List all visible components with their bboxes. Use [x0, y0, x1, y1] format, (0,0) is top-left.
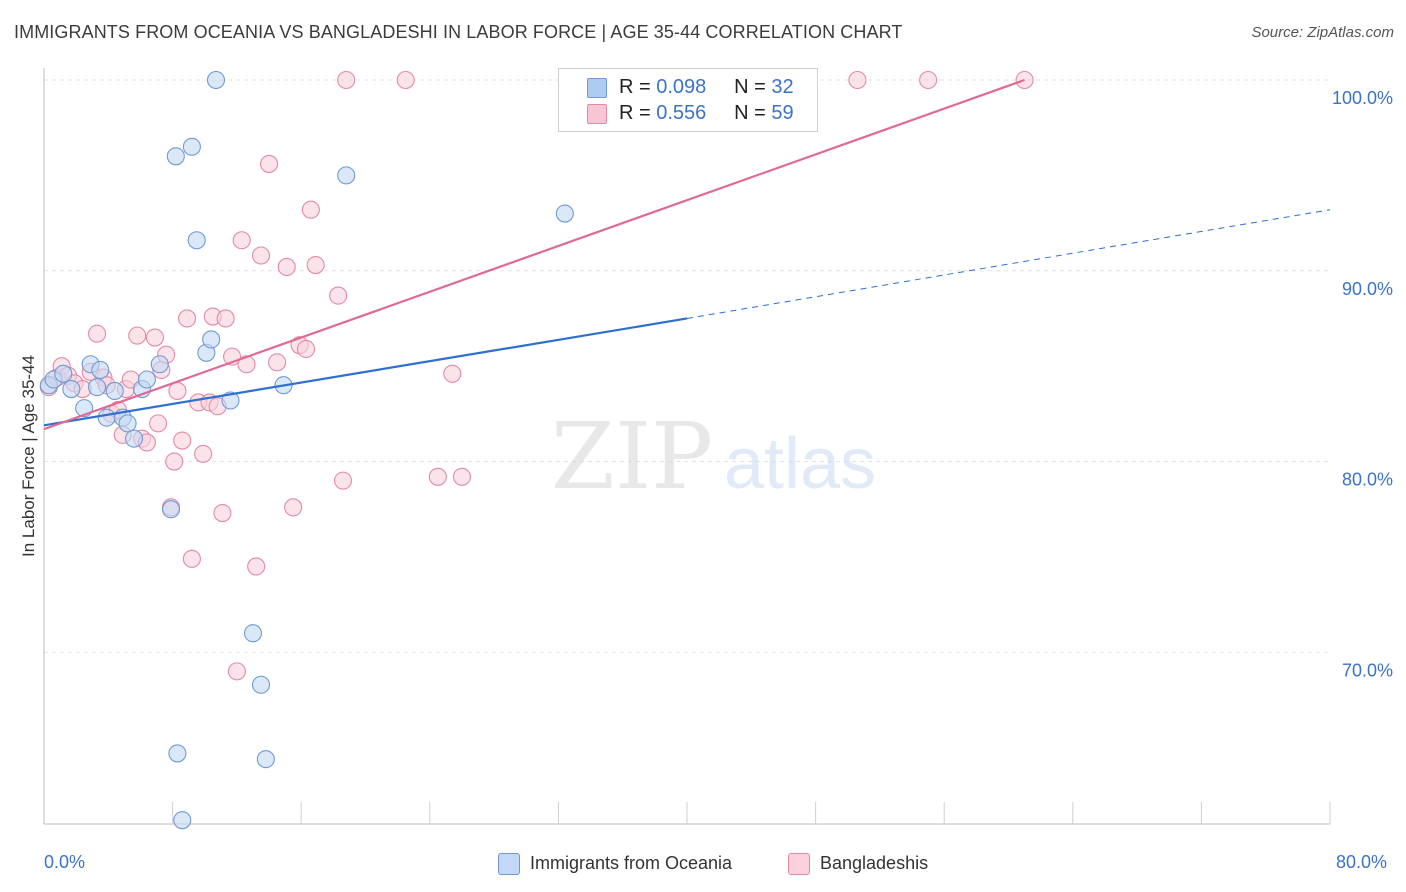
y-tick-label: 90.0%	[1342, 279, 1393, 299]
data-point	[333, 471, 353, 490]
data-point	[277, 257, 296, 277]
axes	[43, 68, 1331, 825]
data-point	[396, 70, 415, 90]
y-tick-label: 100.0%	[1332, 88, 1393, 108]
legend-n-value: 32	[771, 76, 794, 98]
trend-line	[43, 317, 688, 427]
data-point	[187, 231, 206, 250]
data-point	[259, 154, 279, 173]
legend-r-label: R =	[619, 76, 651, 98]
data-point	[256, 750, 275, 769]
data-point	[227, 662, 246, 681]
trend-line	[43, 78, 1025, 431]
data-point	[296, 339, 316, 359]
data-point	[97, 408, 116, 427]
bottom-legend-label-bangladeshi: Bangladeshis	[820, 853, 929, 873]
data-point	[232, 231, 251, 250]
trend-lines	[43, 78, 1331, 431]
data-point	[284, 498, 303, 517]
data-point	[87, 378, 107, 397]
x-tick-label-max: 80.0%	[1336, 852, 1388, 872]
data-point	[337, 70, 356, 90]
data-point	[213, 503, 232, 523]
bottom-legend-swatch-bangladeshi	[788, 853, 810, 875]
data-point	[150, 355, 169, 374]
data-point	[166, 147, 185, 166]
data-point	[428, 467, 447, 486]
y-axis-label: In Labor Force | Age 35-44	[19, 355, 38, 557]
data-point	[62, 379, 81, 399]
data-point	[149, 414, 168, 433]
legend-n-value: 59	[771, 102, 794, 124]
grid-lines	[44, 79, 1330, 653]
legend-r-label: R =	[619, 102, 651, 124]
y-tick-labels: 70.0% 80.0% 90.0% 100.0%	[1332, 88, 1393, 680]
data-points	[39, 70, 1034, 830]
watermark: ZIP atlas	[551, 403, 876, 510]
data-point	[237, 355, 256, 374]
data-point	[124, 429, 144, 448]
data-point	[216, 309, 235, 328]
data-point	[555, 204, 574, 223]
data-point	[87, 324, 107, 343]
data-point	[165, 452, 184, 471]
legend-r-value: 0.098	[656, 76, 707, 98]
data-point	[168, 744, 187, 763]
data-point	[206, 70, 226, 90]
data-point	[182, 137, 201, 156]
data-point	[268, 353, 287, 372]
y-tick-label: 80.0%	[1342, 470, 1393, 490]
data-point	[919, 70, 938, 90]
data-point	[329, 286, 348, 305]
legend-swatch-bangladeshi	[587, 104, 607, 124]
data-point	[128, 326, 147, 345]
stats-legend: R = 0.098 N = 32 R = 0.556 N = 59	[558, 68, 818, 132]
data-point	[54, 364, 73, 383]
x-tick-label-min: 0.0%	[44, 852, 86, 872]
legend-r-value: 0.556	[656, 102, 707, 124]
data-point	[118, 414, 137, 433]
legend-n-label: N =	[734, 76, 766, 98]
source-label: Source: ZipAtlas.com	[1251, 24, 1394, 41]
data-point	[221, 391, 240, 410]
data-point	[91, 360, 110, 380]
data-point	[182, 549, 201, 568]
data-point	[145, 328, 164, 347]
data-point	[251, 246, 271, 265]
data-point	[178, 309, 197, 328]
trend-line-extension	[686, 209, 1331, 319]
data-point	[202, 330, 221, 349]
y-tick-label: 70.0%	[1342, 660, 1393, 680]
data-point	[161, 500, 181, 519]
data-point	[452, 467, 472, 486]
data-point	[194, 444, 213, 463]
data-point	[105, 381, 124, 401]
data-point	[306, 255, 325, 275]
chart-title: IMMIGRANTS FROM OCEANIA VS BANGLADESHI I…	[14, 22, 903, 42]
data-point	[173, 811, 192, 830]
data-point	[301, 200, 320, 219]
watermark-zip: ZIP	[551, 403, 713, 510]
legend-swatch-oceania	[587, 78, 607, 98]
data-point	[168, 381, 187, 401]
bottom-legend-swatch-oceania	[498, 853, 520, 875]
data-point	[251, 675, 271, 694]
data-point	[443, 364, 462, 383]
data-point	[173, 431, 192, 450]
legend-n-label: N =	[734, 102, 766, 124]
data-point	[848, 70, 867, 90]
data-point	[247, 557, 266, 576]
data-point	[243, 624, 263, 643]
bottom-legend-label-oceania: Immigrants from Oceania	[530, 853, 733, 873]
data-point	[137, 370, 156, 389]
data-point	[337, 166, 356, 185]
watermark-atlas: atlas	[724, 424, 876, 504]
